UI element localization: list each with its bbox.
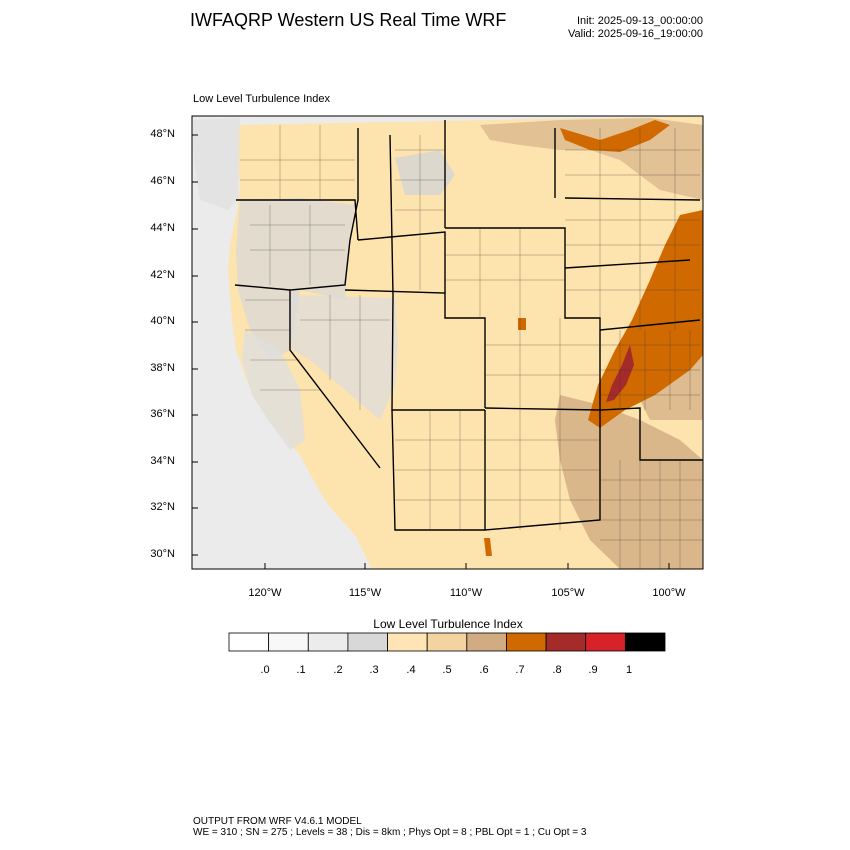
lon-label: 120°W (248, 587, 282, 599)
state-boundaries (234, 120, 703, 531)
colorbar-cell (545, 632, 587, 652)
high-turbulence-band (560, 120, 670, 152)
colorbar-label: .6 (479, 664, 489, 676)
county-boundaries (240, 125, 703, 569)
colorbar-label: .5 (442, 664, 452, 676)
lat-label: 46°N (150, 175, 175, 187)
shade-zone (193, 118, 240, 210)
lat-label: 48°N (150, 128, 175, 140)
footer-line-1: OUTPUT FROM WRF V4.6.1 MODEL (193, 816, 362, 827)
lon-label: 110°W (449, 587, 483, 599)
shade-zone (236, 198, 355, 360)
lat-label: 44°N (150, 222, 175, 234)
lon-ticks (264, 563, 670, 569)
colorbar-cell (347, 632, 388, 652)
colorbar-label: .2 (333, 664, 343, 676)
map-panel (192, 116, 703, 569)
lat-label: 32°N (150, 501, 175, 513)
lat-label: 42°N (150, 269, 175, 281)
model-footer: OUTPUT FROM WRF V4.6.1 MODEL WE = 310 ; … (193, 816, 586, 838)
lat-label: 40°N (150, 315, 175, 327)
lat-label: 36°N (150, 408, 175, 420)
lat-label: 30°N (150, 548, 175, 560)
colorbar-label: .7 (515, 664, 525, 676)
map-frame (191, 115, 704, 570)
high-turbulence-spot (484, 538, 492, 556)
shade-zone (555, 395, 703, 569)
colorbar-cell (585, 632, 626, 652)
colorbar-cell (307, 632, 349, 652)
colorbar-cell (268, 632, 309, 652)
lat-ticks (192, 134, 198, 556)
page-title: IWFAQRP Western US Real Time WRF (190, 10, 507, 30)
colorbar-label: .8 (552, 664, 562, 676)
high-turbulence-spot (518, 318, 526, 330)
shade-zone (395, 150, 455, 195)
shade-zone (290, 295, 398, 420)
footer-line-2: WE = 310 ; SN = 275 ; Levels = 38 ; Dis … (193, 827, 587, 838)
colorbar-cell (228, 632, 270, 652)
colorbar-cell (466, 632, 507, 652)
colorbar-cell (506, 632, 547, 652)
colorbar-cell (387, 632, 428, 652)
lon-label: 100°W (652, 587, 686, 599)
colorbar-label: .1 (296, 664, 306, 676)
colorbar-label: 1 (625, 664, 633, 676)
colorbar-label: .9 (588, 664, 598, 676)
colorbar (228, 632, 666, 652)
init-time: Init: 2025-09-13_00:00:00 (577, 15, 703, 27)
high-turbulence-band (588, 210, 703, 428)
map-field-title: Low Level Turbulence Index (193, 93, 330, 105)
valid-time: Valid: 2025-09-16_19:00:00 (568, 28, 703, 40)
colorbar-label: .3 (369, 664, 379, 676)
lat-label: 38°N (150, 362, 175, 374)
lon-label: 115°W (348, 587, 382, 599)
colorbar-cell (624, 632, 666, 652)
lon-label: 105°W (551, 587, 585, 599)
lat-label: 34°N (150, 455, 175, 467)
colorbar-label: .0 (260, 664, 270, 676)
colorbar-cell (426, 632, 468, 652)
colorbar-title: Low Level Turbulence Index (373, 617, 523, 631)
colorbar-label: .4 (406, 664, 416, 676)
